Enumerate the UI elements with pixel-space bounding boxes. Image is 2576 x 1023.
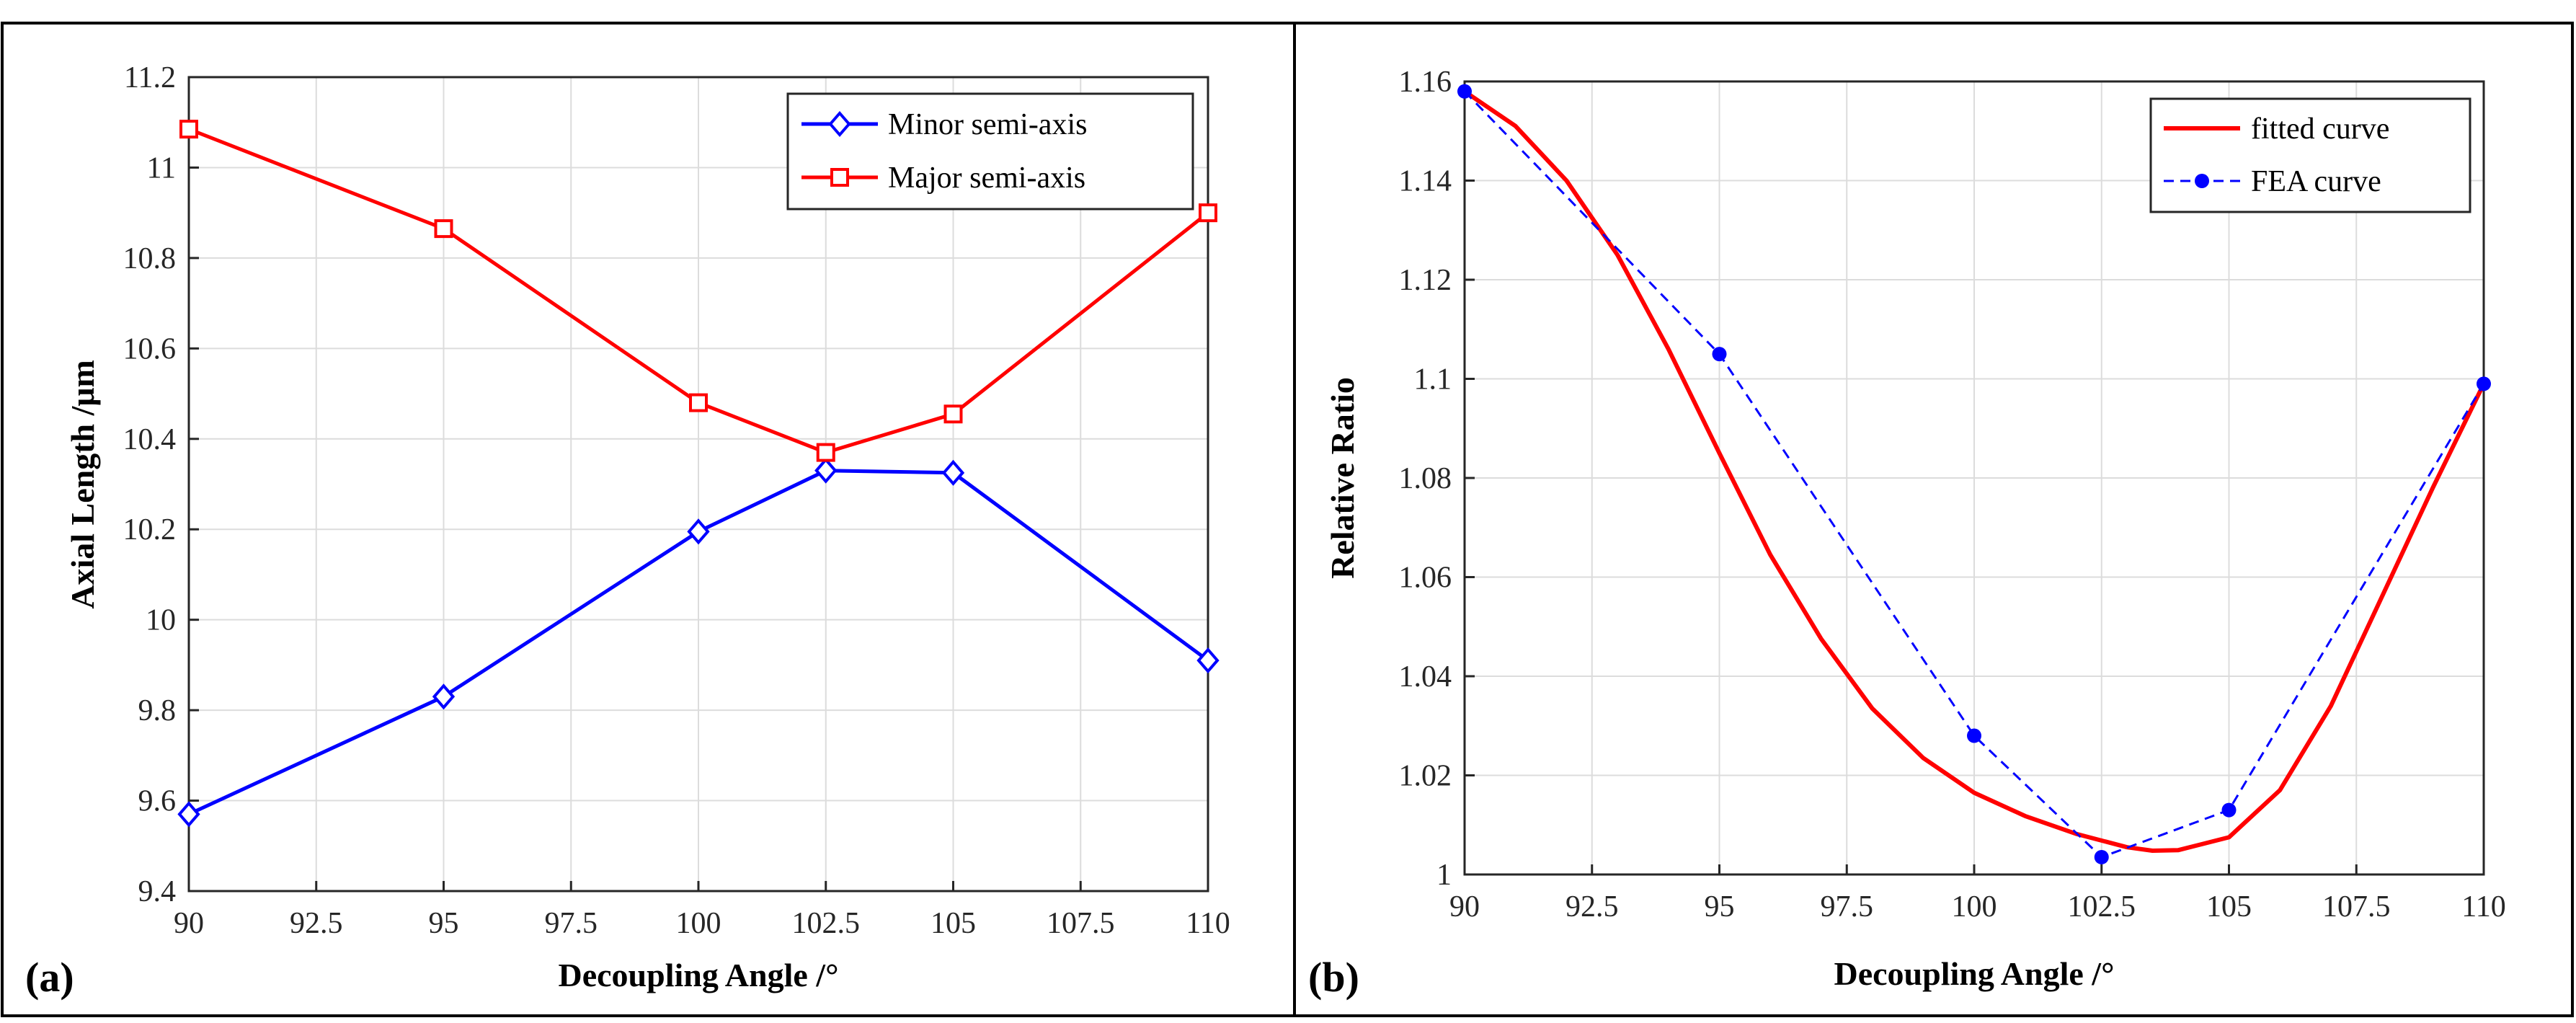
panel-a-y-tick-label: 11.2 [124,61,176,94]
panel-a-x-tick-label: 110 [1186,907,1230,940]
panel-a-x-ticks: 90 92.5 95 97.5 100 102.5 105 107.5 110 [174,881,1230,940]
panel-a-y-tick-label: 10.2 [123,513,177,546]
panel-b-x-tick-label: 97.5 [1821,890,1874,924]
panel-a-minor-semi-axis-point [177,801,200,828]
panel-b-ylabel: Relative Ratio [1324,377,1361,579]
panel-b-x-tick-label: 95 [1705,890,1735,924]
panel-b-fea-curve-point [2094,849,2109,864]
panel-a-legend-box [786,92,1194,211]
panel-a-major-semi-axis-point [689,393,708,412]
panel-b-fea-curve-point [1457,84,1472,99]
panel-b-y-tick-label: 1.04 [1399,660,1452,694]
panel-b-y-tick-label: 1 [1436,859,1452,892]
panel-b-y-tick-label: 1.08 [1399,462,1452,495]
panel-b-series-fea-curve-line [1463,90,2485,859]
panel-a-x-tick-label: 107.5 [1047,907,1115,940]
panel-b-x-tick-label: 105 [2206,890,2252,924]
panel-a-y-tick-label: 10 [146,604,176,637]
panel-a-y-tick-label: 11 [147,151,176,185]
panel-b-fea-curve-point [1712,347,1727,362]
panel-a-y-tick-label: 10.4 [123,423,177,456]
panel-a-series-minor-semi-axis-line [187,469,1209,816]
panel-b-fea-curve-point [2477,376,2491,391]
panel-a-ylabel: Axial Length /μm [64,360,101,609]
panel-a-x-tick-label: 97.5 [545,907,598,940]
legend-fitted-label: fitted curve [2251,112,2389,146]
panel-a-xlabel: Decoupling Angle /° [558,957,838,993]
panel-a-y-tick-label: 9.6 [138,785,177,818]
panel-a-minor-semi-axis-point [941,459,965,486]
panel-b: 90 92.5 95 97.5 100 102.5 105 107.5 110 1 1.02 1.0… [1308,66,2506,1001]
panel-b-xlabel: Decoupling Angle /° [1834,955,2114,992]
panel-a-series-major-semi-axis-line [188,127,1209,455]
panel-a-y-ticks: 9.4 9.6 9.8 10 10.2 10.4 10.6 10.8 11 11.2 [123,61,199,908]
panel-a-y-tick-label: 10.8 [123,242,177,275]
panel-b-legend: fitted curve FEA curve [2149,97,2471,213]
panel-a-major-semi-axis-point [816,443,835,462]
legend-minor-diamond-marker [828,110,851,138]
panel-b-y-ticks: 1 1.02 1.04 1.06 1.08 1.1 1.12 1.14 1.16 [1399,66,1475,892]
panel-a-major-semi-axis-point [943,404,963,424]
panel-b-x-tick-label: 107.5 [2322,890,2391,924]
panel-a-minor-semi-axis-point [432,683,456,710]
panel-a-major-semi-axis-point [179,120,198,139]
panel-a-label: (a) [25,954,74,1001]
panel-a-series [177,120,1220,828]
figure-border [1,22,2574,1017]
panel-b-x-tick-label: 102.5 [2068,890,2136,924]
panel-b-x-tick-label: 100 [1952,890,1997,924]
panel-b-legend-box [2149,97,2471,213]
panel-a-y-tick-label: 9.4 [138,875,177,908]
panel-a-x-tick-label: 105 [931,907,976,940]
panel-a-x-tick-label: 102.5 [792,907,861,940]
panel-b-fea-curve-point [2221,802,2237,818]
panel-b-label: (b) [1308,954,1359,1001]
panel-b-x-tick-label: 110 [2461,890,2505,924]
panel-b-series-fitted-curve-line [1463,89,2486,853]
panel-a-y-tick-label: 10.6 [123,332,177,366]
panel-a-x-tick-label: 100 [676,907,721,940]
legend-major-label: Major semi-axis [888,161,1085,195]
panel-b-y-tick-label: 1.1 [1414,363,1452,397]
panel-a-x-tick-label: 92.5 [290,907,343,940]
panel-a-legend: Minor semi-axis Major semi-axis [786,92,1194,211]
panel-a-minor-semi-axis-point [814,457,838,484]
panel-a-major-semi-axis-point [434,219,453,239]
legend-major-square-marker [830,168,849,187]
panel-a-y-tick-label: 9.8 [138,694,177,727]
panel-a-minor-semi-axis-point [1196,647,1220,674]
panel-b-y-tick-label: 1.02 [1399,760,1452,793]
legend-fea-circle-marker [2195,174,2209,188]
panel-b-y-tick-label: 1.14 [1399,165,1452,198]
panel-a-x-tick-label: 90 [174,907,204,940]
legend-minor-label: Minor semi-axis [888,108,1087,141]
panel-b-y-tick-label: 1.16 [1399,66,1452,99]
panel-a-minor-semi-axis-point [687,518,710,545]
panel-b-y-tick-label: 1.12 [1399,264,1452,297]
legend-fea-label: FEA curve [2251,165,2381,198]
panel-b-fea-curve-point [1967,728,1981,743]
panel-b-y-tick-label: 1.06 [1399,562,1452,595]
panel-b-x-tick-label: 92.5 [1565,890,1619,924]
panel-b-x-tick-label: 90 [1449,890,1480,924]
panel-a: 90 92.5 95 97.5 100 102.5 105 107.5 110 9.49.69.… [25,61,1230,1001]
panel-b-x-ticks: 90 92.5 95 97.5 100 102.5 105 107.5 110 [1449,864,2506,924]
panel-a-major-semi-axis-point [1199,203,1217,223]
panel-b-series [1457,84,2491,864]
panel-a-x-tick-label: 95 [429,907,459,940]
